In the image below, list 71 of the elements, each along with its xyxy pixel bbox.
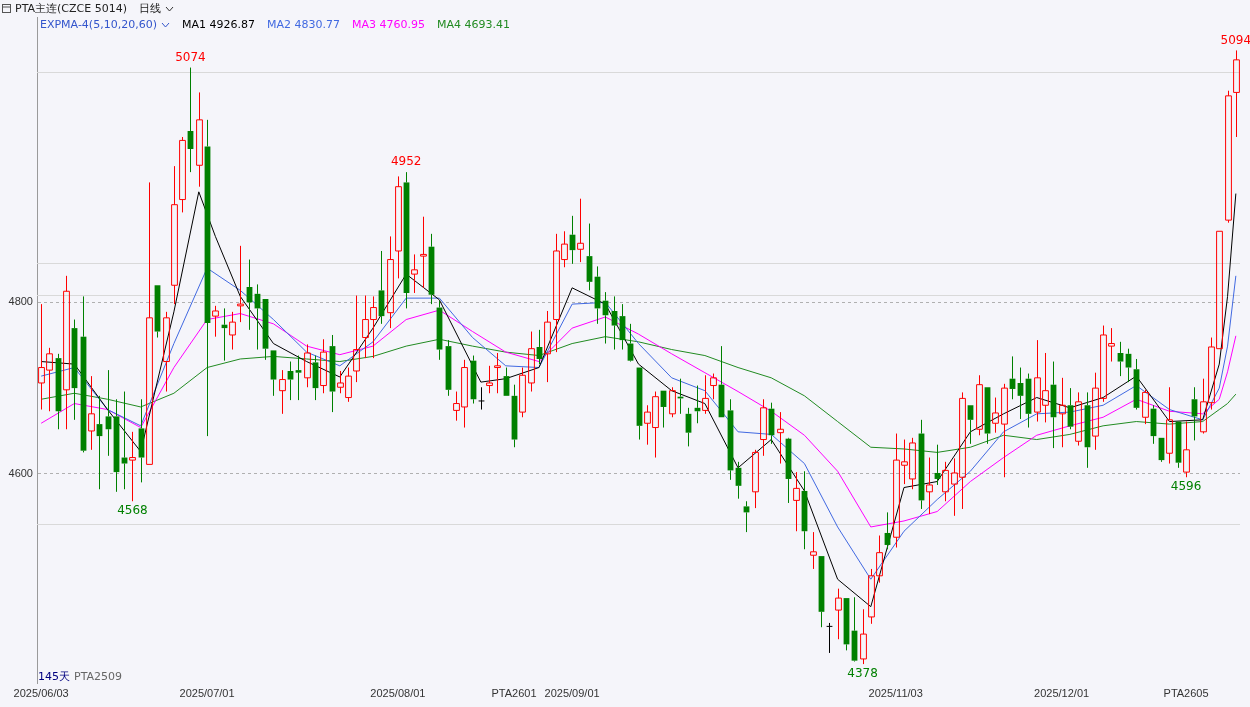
candlestick [212,305,219,338]
candlestick [295,355,302,401]
candlestick [411,253,418,294]
text: MA4 4693.41 [436,18,510,31]
candlestick [171,165,178,305]
candlestick [478,386,485,411]
candlestick [179,136,186,213]
candlestick [544,310,551,383]
legend-title: EXPMA-4(5,10,20,60) [40,18,157,31]
text: 4596 [1170,479,1202,494]
candlestick [1075,391,1082,447]
candlestick [1166,386,1173,465]
candlestick [777,411,784,465]
candlestick [420,216,427,289]
candlestick [1117,341,1124,377]
candlestick [63,275,70,430]
candlestick [992,397,999,434]
x-tick-label: PTA2605 [1163,687,1209,700]
candlestick [702,374,709,415]
candlestick [387,235,394,329]
candlestick [163,311,170,393]
text: 5094 [1220,32,1250,47]
x-tick-label: 2025/12/01 [1034,687,1090,700]
y-tick-label: 4800 [8,295,33,308]
x-tick-label: PTA2601 [491,687,537,700]
text: 5074 [175,49,206,64]
candlestick [860,608,867,665]
candlestick [287,361,294,401]
candlestick [129,431,136,502]
text: 4952 [390,154,422,169]
candlestick [528,331,535,393]
annotation: PTA2509 [74,670,123,684]
candlestick [1059,377,1066,448]
candlestick [279,369,286,415]
candlestick [1001,383,1008,478]
x-tick-label: 2025/07/01 [179,687,235,700]
candlestick [760,398,767,457]
x-tick-label: 2025/09/01 [544,687,600,700]
candlestick [835,588,842,640]
candlestick [1183,421,1190,478]
candlestick [486,365,493,394]
candlestick [494,352,501,394]
candlestick [237,245,244,323]
candlestick [88,375,95,451]
candlestick [810,531,817,570]
candlestick [196,91,203,188]
x-tick-label: 2025/11/03 [868,687,923,700]
candlestick [146,181,153,465]
text: 4378 [847,666,878,681]
text: 4568 [117,503,148,518]
chart-subtitle: 日线 [138,1,161,16]
annotation: 145天 [38,670,70,684]
text: MA2 4830.77 [266,18,340,31]
y-tick-label: 4600 [8,466,33,479]
candlestick [229,311,236,351]
candlestick [577,198,584,263]
x-tick-label: 2025/08/01 [370,687,426,700]
chart-title: PTA主连(CZCE 5014) [15,1,127,16]
candlestick [976,374,983,436]
candlestick [793,471,800,532]
x-tick-label: 2025/06/03 [13,687,69,700]
candlestick [926,457,933,515]
candlestick [353,295,360,383]
text: MA3 4760.95 [351,18,425,31]
candlestick [752,449,759,509]
candlestick [304,343,311,388]
candlestick [942,461,949,502]
candlestick [395,175,402,279]
text: MA1 4926.87 [181,18,255,31]
candlestick [1233,49,1240,138]
candlestick [320,338,327,394]
